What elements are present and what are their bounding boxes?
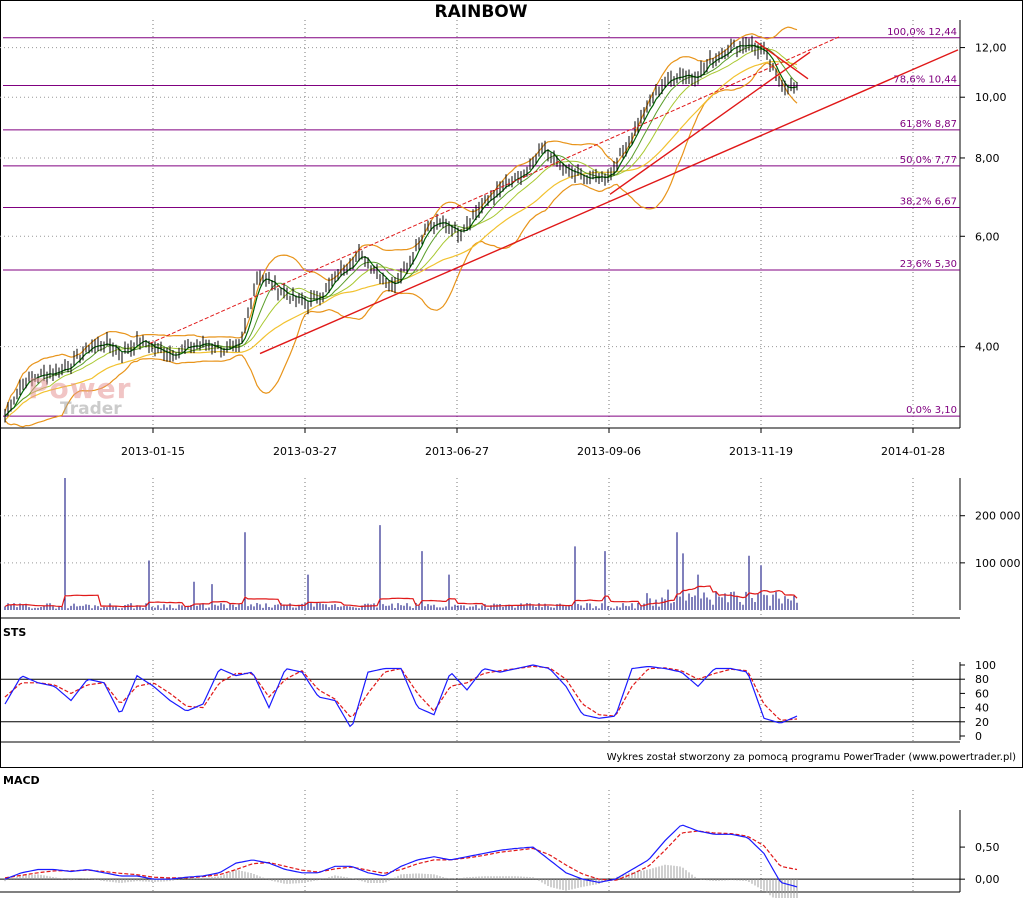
moving-average-mid — [4, 45, 798, 417]
moving-average-long — [4, 48, 798, 417]
date-tick-label: 2013-11-19 — [729, 445, 793, 458]
volume-average-line — [4, 585, 798, 608]
fibonacci-level-label: 38,2% 6,67 — [900, 196, 957, 207]
fibonacci-level-label: 23,6% 5,30 — [900, 259, 957, 270]
fibonacci-level-label: 61,8% 8,87 — [900, 119, 957, 130]
sts-tick-label: 100 — [975, 659, 996, 672]
sts-tick-label: 80 — [975, 673, 989, 686]
date-tick-label: 2013-09-06 — [577, 445, 641, 458]
fibonacci-level-label: 0,0% 3,10 — [906, 405, 957, 416]
sts-tick-label: 40 — [975, 702, 989, 715]
price-tick-label: 12,00 — [975, 42, 1007, 55]
bollinger-upper-band — [4, 26, 798, 412]
resistance-trendline — [754, 40, 809, 80]
footer-credit: Wykres został stworzony za pomocą progra… — [606, 752, 1016, 763]
macd-panel-label: MACD — [3, 774, 40, 787]
price-tick-label: 10,00 — [975, 91, 1007, 104]
main-trendline — [259, 49, 959, 355]
date-tick-label: 2013-03-27 — [273, 445, 337, 458]
price-tick-label: 8,00 — [975, 152, 1000, 165]
sts-tick-label: 60 — [975, 687, 989, 700]
sts-d-line — [4, 665, 798, 721]
moving-average-short — [4, 44, 798, 417]
price-tick-label: 4,00 — [975, 341, 1000, 354]
volume-tick-label: 200 000 — [975, 510, 1021, 523]
date-tick-label: 2013-01-15 — [121, 445, 185, 458]
date-tick-label: 2013-06-27 — [425, 445, 489, 458]
fibonacci-level-label: 78,6% 10,44 — [893, 74, 957, 85]
inner-band-line — [4, 60, 798, 421]
price-tick-label: 6,00 — [975, 230, 1000, 243]
chart-title: RAINBOW — [434, 2, 528, 22]
sts-tick-label: 20 — [975, 716, 989, 729]
date-tick-label: 2014-01-28 — [881, 445, 945, 458]
fibonacci-level-label: 50,0% 7,77 — [900, 155, 957, 166]
volume-tick-label: 100 000 — [975, 557, 1021, 570]
fibonacci-level-label: 100,0% 12,44 — [887, 27, 957, 38]
sts-tick-label: 0 — [975, 730, 982, 743]
macd-tick-label: 0,00 — [975, 873, 1000, 886]
macd-tick-label: 0,50 — [975, 841, 1000, 854]
macd-signal-line — [4, 830, 798, 881]
sts-panel-label: STS — [3, 626, 27, 639]
chart-frame — [0, 0, 1023, 768]
steep-trendline — [609, 51, 811, 195]
macd-line — [4, 824, 798, 888]
bollinger-lower-band — [4, 62, 798, 428]
sts-k-line — [4, 664, 798, 728]
